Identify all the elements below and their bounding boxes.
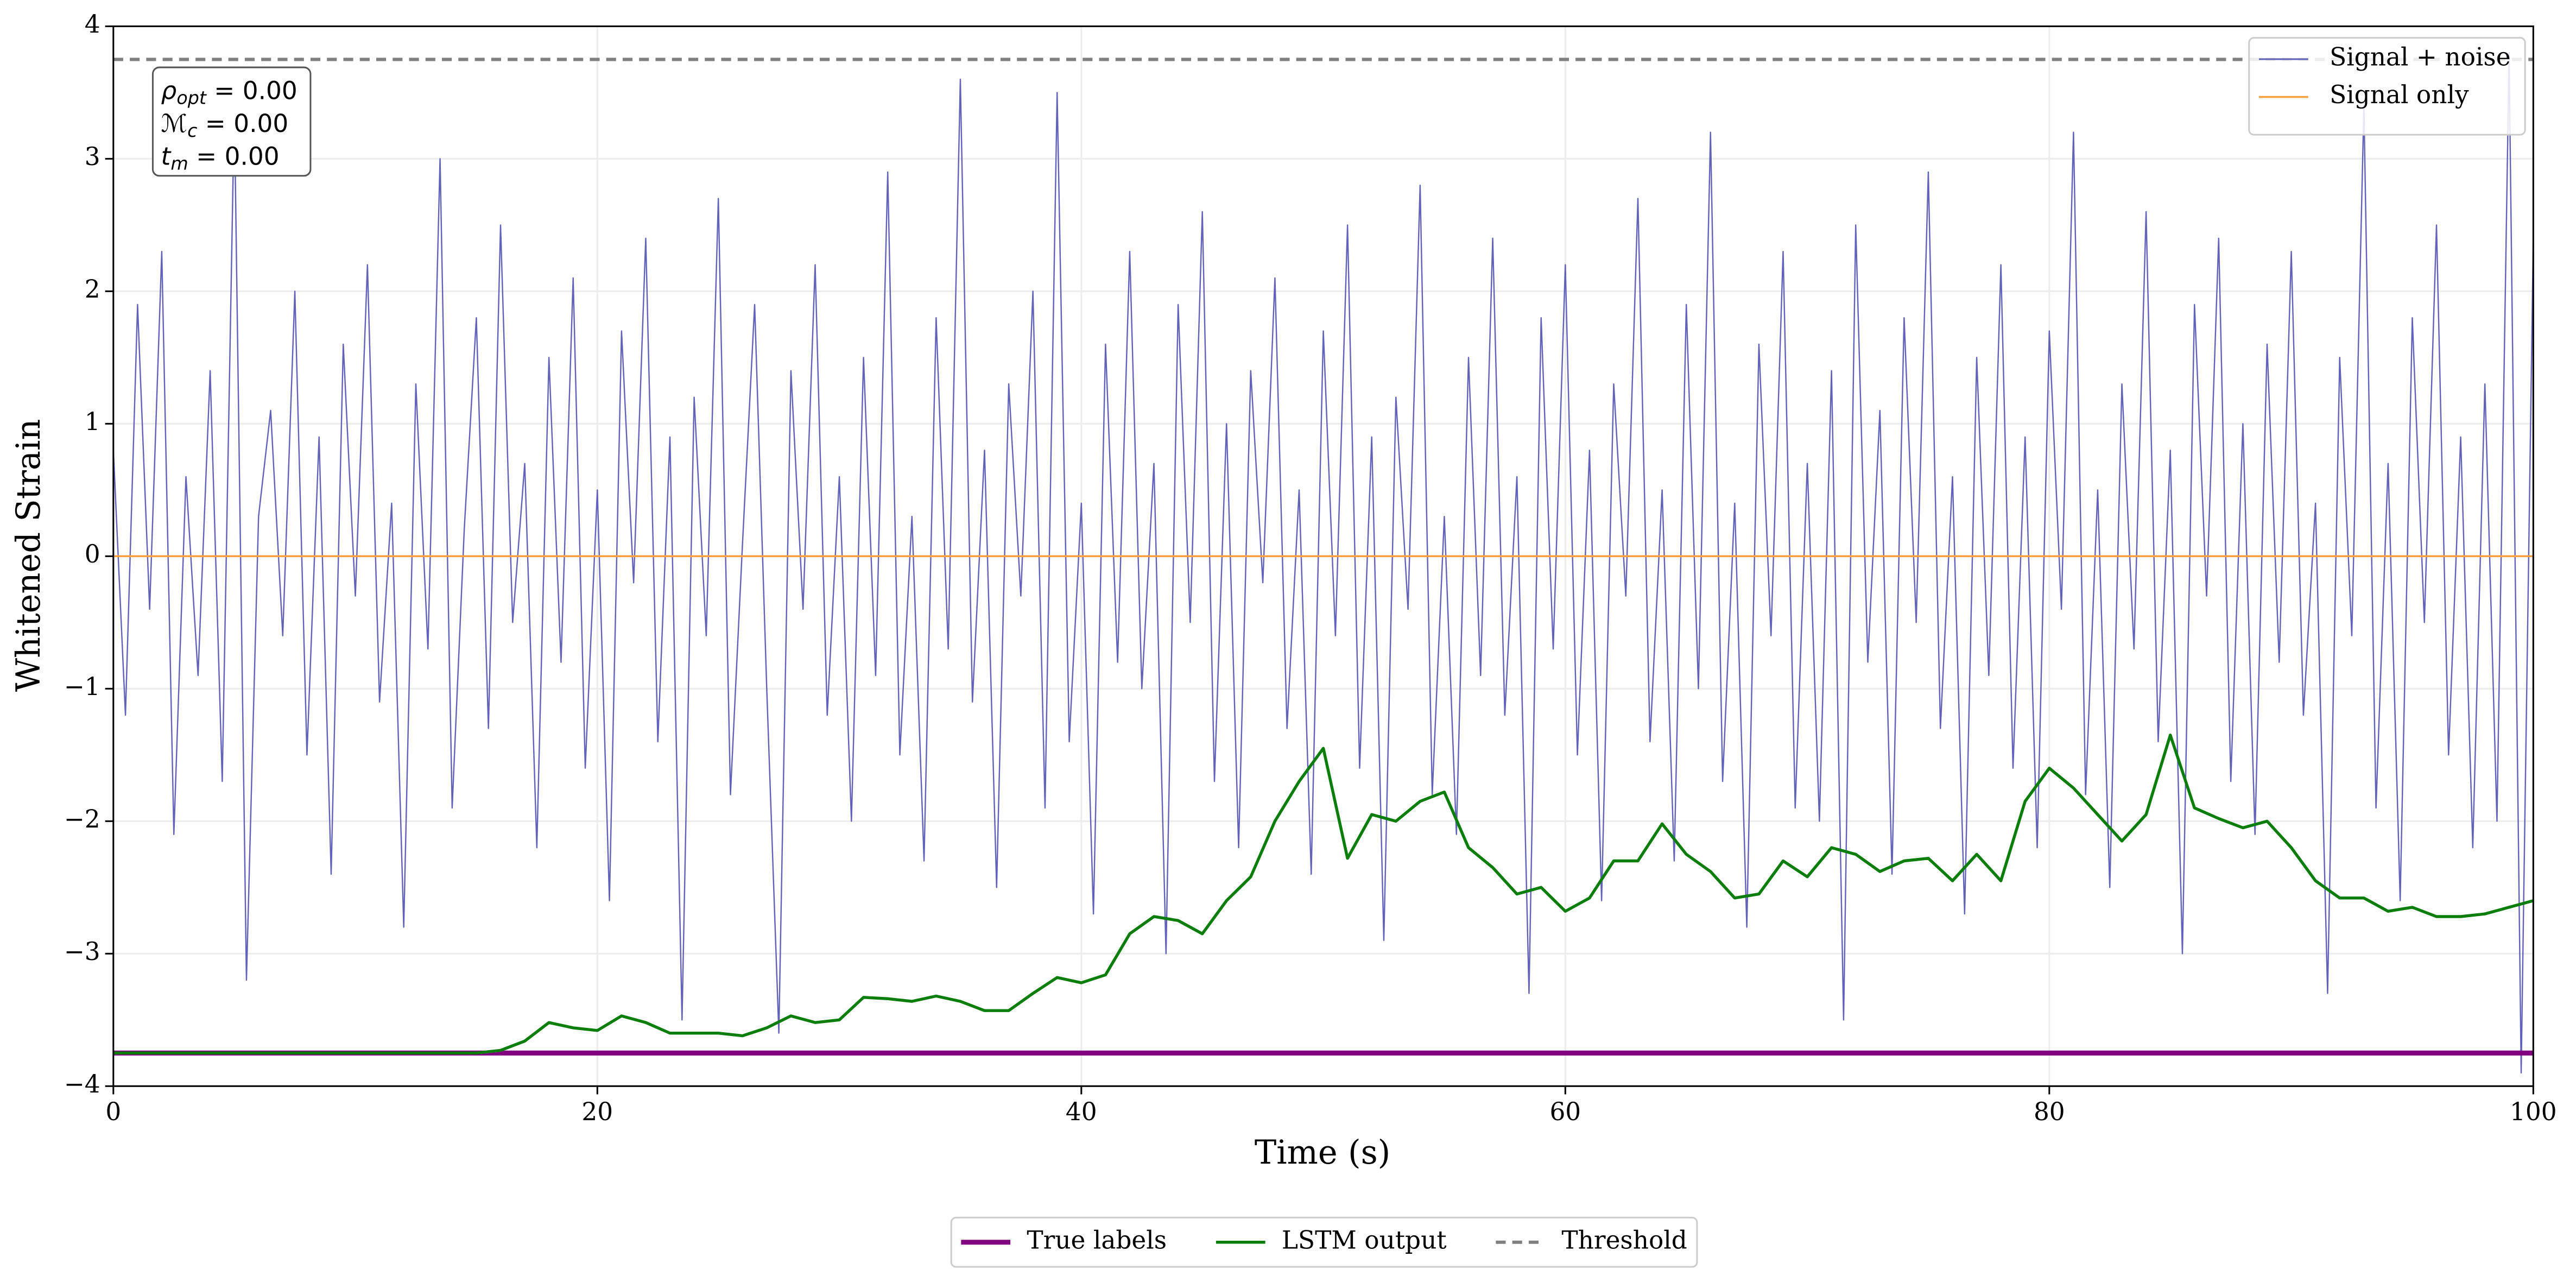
legend-label: LSTM output — [1282, 1226, 1447, 1254]
x-tick-label: 60 — [1549, 1097, 1581, 1126]
annotation: ρopt = 0.00 — [161, 76, 298, 108]
y-tick-label: −3 — [64, 937, 100, 966]
y-tick-label: −4 — [64, 1070, 100, 1098]
series-line — [113, 733, 2534, 1054]
annotation-text: = 0.00 — [188, 142, 280, 170]
y-tick-label: 0 — [85, 540, 100, 569]
y-tick-label: 3 — [85, 142, 100, 171]
annotation-symbol: ρ — [161, 76, 177, 105]
x-tick-label: 20 — [581, 1097, 613, 1126]
y-tick-label: 4 — [85, 10, 100, 39]
bottom-legend — [950, 1216, 1698, 1268]
legend-label: Signal + noise — [2330, 42, 2511, 71]
x-tick-label: 80 — [2034, 1097, 2065, 1126]
legend-label: Signal only — [2330, 80, 2469, 109]
annotation-subscript: m — [170, 153, 188, 174]
annotation: tm = 0.00 — [161, 142, 280, 174]
y-tick-label: 1 — [85, 407, 100, 436]
x-tick-label: 40 — [1066, 1097, 1097, 1126]
y-tick-label: −1 — [64, 672, 100, 701]
annotation-subscript: opt — [176, 87, 207, 108]
legend-box — [2248, 37, 2526, 136]
legend-label: Threshold — [1561, 1226, 1687, 1254]
x-tick-label: 0 — [105, 1097, 121, 1126]
plot-frame — [112, 25, 2534, 1087]
annotation-text: = 0.00 — [206, 76, 298, 105]
annotation-text: = 0.00 — [197, 109, 288, 137]
annotation: ℳc = 0.00 — [161, 109, 289, 141]
x-tick-label: 100 — [2510, 1097, 2557, 1126]
y-axis-label: Whitened Strain — [10, 419, 48, 692]
annotation-box — [151, 66, 312, 177]
annotation-symbol: t — [161, 142, 172, 170]
legend-label: True labels — [1027, 1226, 1167, 1254]
annotation-symbol: ℳ — [161, 109, 188, 137]
x-axis-label: Time (s) — [1255, 1134, 1390, 1172]
annotation-subscript: c — [187, 120, 197, 141]
series-line — [113, 52, 2534, 1074]
legend-box — [950, 1216, 1698, 1268]
y-tick-label: −2 — [64, 805, 100, 833]
y-tick-label: 2 — [85, 275, 100, 304]
